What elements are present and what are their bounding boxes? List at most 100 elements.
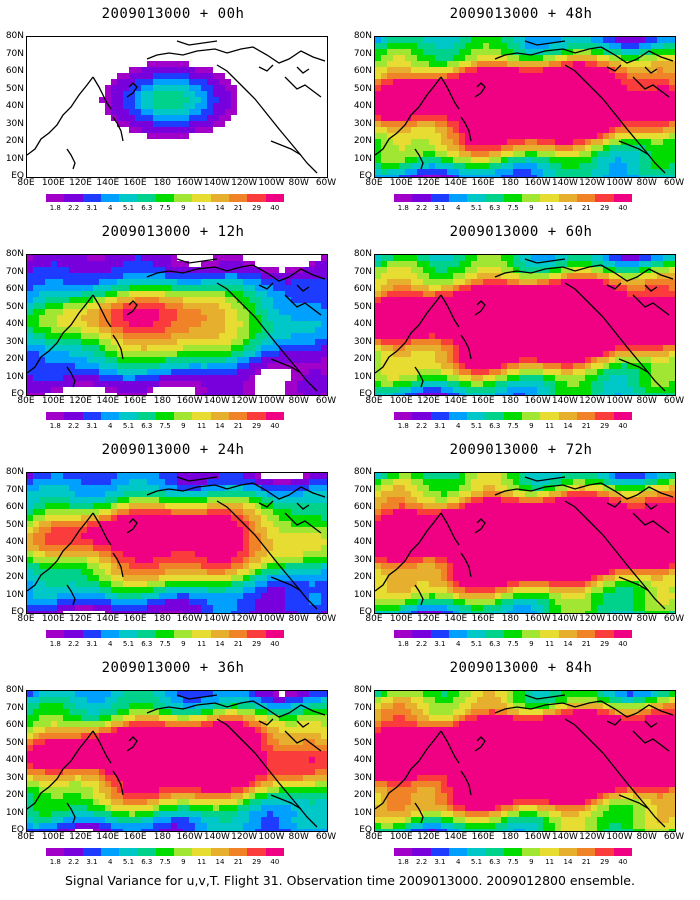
coastline	[375, 476, 674, 610]
colorbar-label: 4	[455, 858, 461, 866]
lon-tick-label: 80W	[636, 832, 657, 842]
lon-tick-label: 120E	[417, 396, 440, 406]
colorbar-swatch	[558, 412, 577, 420]
colorbar	[46, 194, 284, 202]
lat-tick-label: 70N	[353, 266, 372, 277]
colorbar-swatch	[394, 630, 413, 638]
colorbar	[394, 194, 632, 202]
colorbar-labels: 1.8 2.2 3.1 4 5.1 6.3 7.5 9 11 14 21 29 40	[46, 204, 306, 214]
colorbar-labels: 1.8 2.2 3.1 4 5.1 6.3 7.5 9 11 14 21 29 40	[46, 422, 306, 432]
colorbar-label: 1.8	[397, 422, 409, 430]
lat-tick-label: 40N	[353, 755, 372, 765]
lon-tick-label: 60W	[315, 832, 337, 842]
colorbar-swatch	[100, 630, 120, 638]
lon-tick-label: 100W	[606, 614, 633, 624]
colorbar-label: 4	[107, 640, 113, 648]
colorbar-label: 7.5	[507, 204, 519, 212]
lat-tick-label: 50N	[5, 301, 24, 312]
figure-caption: Signal Variance for u,v,T. Flight 31. Ob…	[65, 873, 635, 888]
colorbar-swatch	[137, 194, 156, 202]
panel-title: 2009013000 + 84h	[449, 660, 593, 676]
colorbar-label: 29	[252, 640, 262, 648]
colorbar-label: 21	[581, 204, 591, 212]
colorbar-label: 6.3	[141, 858, 153, 866]
lon-tick-label: 120W	[231, 832, 258, 842]
lon-tick-label: 140W	[203, 178, 230, 188]
colorbar-label: 11	[545, 204, 555, 212]
colorbar-swatch	[137, 630, 156, 638]
colorbar-swatch	[265, 630, 284, 638]
variance-map	[26, 36, 328, 178]
lon-tick-label: 80E	[365, 614, 383, 624]
colorbar-label: 5.1	[470, 640, 483, 648]
lat-tick-label: 50N	[353, 519, 372, 530]
colorbar-label: 40	[618, 858, 628, 866]
colorbar-swatch	[228, 630, 248, 638]
colorbar-label: 29	[252, 422, 262, 430]
lon-tick-label: 100W	[606, 832, 633, 842]
lat-tick-label: 70N	[5, 266, 24, 277]
lon-tick-label: 60W	[663, 614, 685, 624]
colorbar-swatch	[247, 848, 266, 856]
colorbar	[46, 848, 284, 856]
lon-tick-label: 100W	[258, 396, 285, 406]
colorbar-label: 5.1	[470, 204, 483, 212]
lat-tick-label: 40N	[353, 537, 372, 547]
lat-tick-label: 20N	[353, 790, 372, 800]
colorbar-label: 29	[600, 640, 610, 648]
colorbar-label: 4	[107, 422, 113, 430]
lat-tick-label: 70N	[353, 702, 372, 713]
lat-tick-label: 10N	[353, 371, 372, 382]
lon-tick-label: 120E	[69, 396, 92, 406]
colorbar-swatch	[613, 412, 632, 420]
colorbar-label: 40	[618, 422, 628, 430]
colorbar-swatch	[430, 194, 449, 202]
lon-tick-label: 100W	[606, 178, 633, 188]
lat-tick-label: 50N	[353, 83, 372, 94]
colorbar-label: 2.2	[68, 422, 80, 430]
lon-tick-label: 160W	[176, 832, 203, 842]
colorbar-swatch	[576, 630, 596, 638]
lat-tick-label: 80N	[353, 467, 372, 477]
lat-tick-label: 30N	[5, 554, 24, 565]
lon-tick-label: 60W	[663, 832, 685, 842]
colorbar-swatch	[265, 848, 284, 856]
colorbar-label: 4	[455, 204, 461, 212]
colorbar-swatch	[467, 630, 486, 638]
colorbar-swatch	[155, 630, 175, 638]
colorbar	[46, 630, 284, 638]
colorbar-label: 3.1	[434, 640, 446, 648]
lon-tick-label: 80E	[17, 614, 35, 624]
lat-tick-label: 40N	[353, 319, 372, 329]
lat-tick-label: 80N	[5, 685, 24, 695]
colorbar-swatch	[100, 412, 120, 420]
lon-tick-label: 80E	[17, 178, 35, 188]
variance-map	[374, 472, 676, 614]
lon-tick-label: 80W	[636, 178, 657, 188]
lon-tick-label: 160W	[176, 178, 203, 188]
colorbar-swatch	[137, 412, 156, 420]
colorbar-swatch	[485, 194, 504, 202]
colorbar-label: 11	[197, 858, 207, 866]
lat-tick-label: 70N	[353, 48, 372, 59]
lon-tick-label: 140E	[444, 396, 468, 406]
lon-tick-label: 80E	[17, 832, 35, 842]
colorbar-label: 3.1	[86, 858, 98, 866]
colorbar-label: 9	[181, 858, 186, 866]
lon-tick-label: 100E	[41, 396, 65, 406]
variance-map	[374, 690, 676, 832]
colorbar-label: 2.2	[68, 640, 80, 648]
lon-tick-label: 140E	[444, 832, 468, 842]
lon-tick-label: 160E	[471, 178, 495, 188]
colorbar-swatch	[430, 848, 449, 856]
lon-tick-label: 160E	[471, 614, 495, 624]
lat-tick-label: 30N	[5, 772, 24, 783]
colorbar-swatch	[522, 630, 541, 638]
contour-field	[27, 473, 327, 613]
colorbar-swatch	[46, 848, 65, 856]
lat-tick-label: EQ	[11, 389, 24, 399]
colorbar-label: 9	[529, 640, 534, 648]
colorbar-swatch	[64, 412, 83, 420]
contour-field	[375, 691, 675, 831]
lon-tick-label: 160E	[123, 832, 147, 842]
